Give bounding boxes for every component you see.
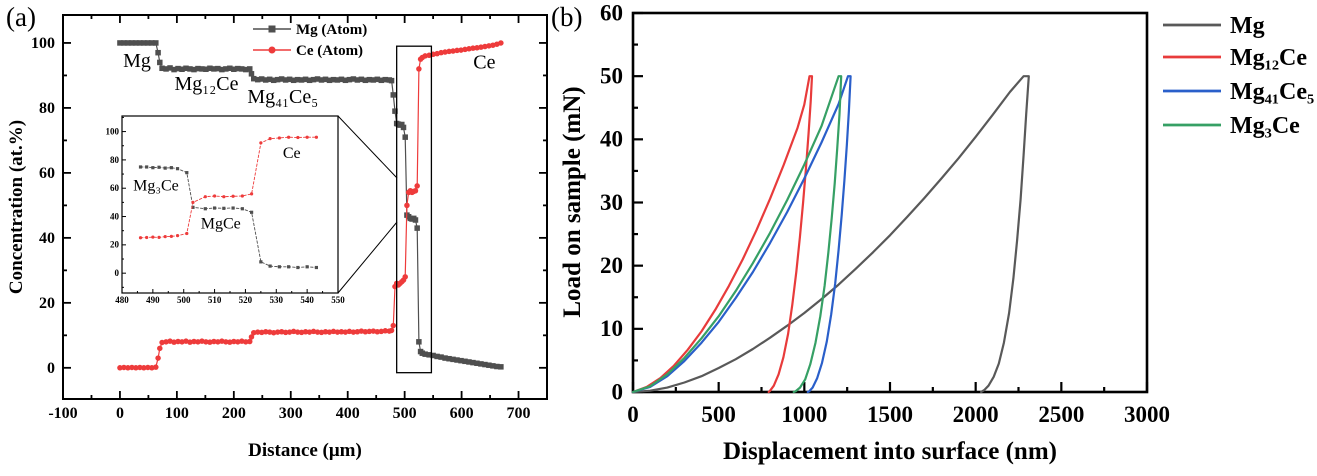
x-axis-title: Distance (μm) <box>248 440 362 461</box>
y-axis-title: Load on sample (mN) <box>559 86 586 317</box>
svg-text:-100: -100 <box>48 405 77 422</box>
plot-frame <box>631 11 1149 394</box>
svg-text:10: 10 <box>600 316 623 341</box>
svg-text:500: 500 <box>177 295 191 305</box>
plot-frame <box>121 115 339 294</box>
svg-text:80: 80 <box>110 155 120 165</box>
series-ce-atom- <box>117 40 504 371</box>
phase-label-mgce: Mg₁₂Ce <box>175 73 239 95</box>
svg-text:2500: 2500 <box>1038 402 1084 427</box>
svg-text:60: 60 <box>39 165 55 182</box>
phase-label-mgce: Mg₄₁Ce₅ <box>247 86 318 108</box>
panel-a-chart: -100 0 100 200 300 400 500 600 700020406080100Di… <box>6 14 548 461</box>
svg-text:500: 500 <box>701 402 736 427</box>
svg-text:530: 530 <box>270 295 284 305</box>
svg-text:Mg₁₂Ce: Mg₁₂Ce <box>1230 45 1307 71</box>
zoom-connector-line <box>337 221 398 294</box>
series-mg <box>631 75 1030 394</box>
panel-b-letter: (b) <box>551 2 583 32</box>
legend-item-mg-ce: Mg₁₂Ce <box>1163 45 1307 71</box>
svg-text:2000: 2000 <box>953 402 999 427</box>
svg-text:40: 40 <box>39 230 55 247</box>
svg-text:Mg₄₁Ce₅: Mg₄₁Ce₅ <box>1230 79 1314 105</box>
svg-text:480: 480 <box>115 295 129 305</box>
tick-labels: 480 490 500 510 520 530 540 550 0 20 40 60 80 100 <box>106 126 346 305</box>
svg-text:40: 40 <box>600 127 623 152</box>
svg-text:60: 60 <box>600 0 623 25</box>
x-axis-title: Displacement into surface (nm) <box>723 438 1057 465</box>
svg-text:300: 300 <box>279 405 303 422</box>
svg-text:3000: 3000 <box>1124 402 1170 427</box>
legend-item-mg-ce-: Mg₄₁Ce₅ <box>1163 79 1314 105</box>
svg-text:30: 30 <box>600 190 623 215</box>
svg-text:100: 100 <box>31 35 55 52</box>
svg-text:40: 40 <box>110 211 120 221</box>
series-mg-atom- <box>117 40 504 370</box>
svg-text:0: 0 <box>627 402 639 427</box>
series-mg-ce <box>631 75 843 394</box>
phase-label-mgce: Mg₃Ce <box>133 177 179 194</box>
svg-text:1500: 1500 <box>867 402 913 427</box>
zoom-connector-line <box>337 115 398 179</box>
svg-text:540: 540 <box>300 295 314 305</box>
axis-ticks <box>631 11 1149 394</box>
svg-text:550: 550 <box>331 295 345 305</box>
legend-item-mg-atom-: Mg (Atom) <box>253 22 367 38</box>
series-mg-ce <box>631 75 814 394</box>
svg-text:0: 0 <box>612 379 624 404</box>
phase-label-mg: Mg <box>123 50 151 72</box>
svg-text:100: 100 <box>106 126 120 136</box>
svg-text:60: 60 <box>110 183 120 193</box>
series-ce <box>138 135 318 240</box>
svg-text:Mg₃Ce: Mg₃Ce <box>1230 113 1300 139</box>
svg-text:200: 200 <box>222 405 246 422</box>
svg-text:500: 500 <box>393 405 417 422</box>
svg-text:510: 510 <box>208 295 222 305</box>
tick-labels: 0 500 1000 1500 2000 2500 3000 0 10 20 30 40 50 60 <box>600 0 1170 427</box>
svg-text:80: 80 <box>39 100 55 117</box>
y-axis-title: Concentration (at.%) <box>6 120 27 294</box>
svg-text:0: 0 <box>116 405 124 422</box>
legend-item-ce-atom-: Ce (Atom) <box>253 43 363 59</box>
phase-label-mgce: MgCe <box>201 216 241 233</box>
svg-text:Ce (Atom): Ce (Atom) <box>296 43 363 59</box>
svg-text:100: 100 <box>165 405 189 422</box>
plot-frame <box>62 14 548 400</box>
panel-b-chart: 0 500 1000 1500 2000 2500 3000 0 10 20 30 40 50 60 Dis… <box>559 0 1314 465</box>
svg-text:520: 520 <box>239 295 253 305</box>
svg-text:0: 0 <box>115 268 120 278</box>
legend-item-mg-ce: Mg₃Ce <box>1163 113 1300 139</box>
legend-item-mg: Mg <box>1163 13 1265 39</box>
panel-a-letter: (a) <box>6 2 36 32</box>
panel-a-legend: Mg (Atom) Ce (Atom) <box>253 22 367 59</box>
svg-text:700: 700 <box>507 405 531 422</box>
phase-label-ce: Ce <box>473 52 495 74</box>
svg-text:490: 490 <box>146 295 160 305</box>
svg-text:400: 400 <box>336 405 360 422</box>
svg-text:20: 20 <box>39 295 55 312</box>
svg-text:50: 50 <box>600 64 623 89</box>
svg-text:Mg: Mg <box>1230 13 1265 39</box>
zoom-region-box <box>396 45 433 374</box>
panel-b-legend: Mg Mg₁₂Ce Mg₄₁Ce₅ Mg₃Ce <box>1163 13 1314 139</box>
phase-label-ce: Ce <box>283 145 301 162</box>
series-mg-ce- <box>631 75 852 394</box>
series-mg <box>138 165 318 270</box>
svg-text:1000: 1000 <box>781 402 827 427</box>
svg-text:20: 20 <box>110 240 120 250</box>
svg-text:Mg (Atom): Mg (Atom) <box>296 22 367 38</box>
svg-text:600: 600 <box>450 405 474 422</box>
svg-text:0: 0 <box>47 360 55 377</box>
svg-text:20: 20 <box>600 253 623 278</box>
panel-a-inset-chart: 480 490 500 510 520 530 540 550 0 20 40 60 80 100 Mg₃C… <box>106 115 346 305</box>
